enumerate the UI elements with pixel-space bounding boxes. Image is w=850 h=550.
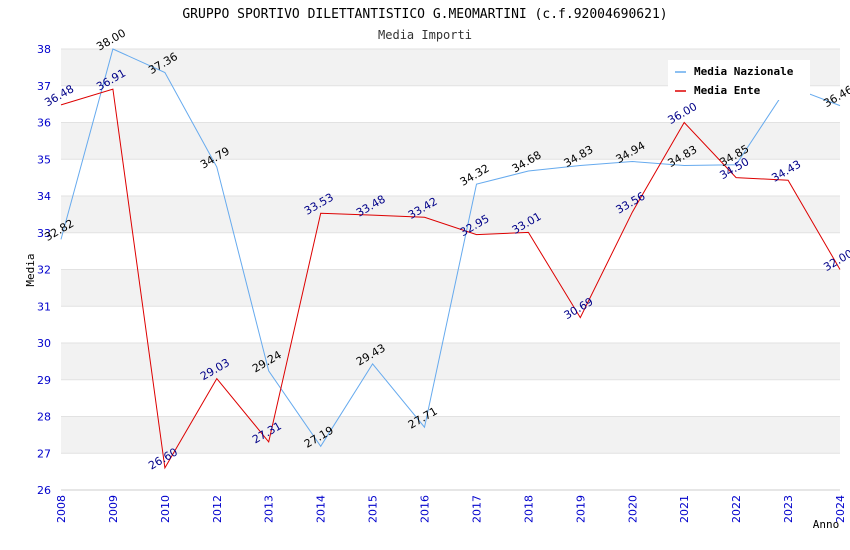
x-tick-label: 2018 [522,495,535,523]
x-tick-label: 2009 [107,495,120,523]
grid-band [61,269,840,307]
y-axis-label: Media [24,253,37,286]
x-tick-label: 2024 [834,495,847,523]
x-tick-label: 2008 [55,495,68,523]
x-tick-label: 2014 [315,495,328,523]
series-line-nazionale [60,48,841,448]
grid-band [61,196,840,233]
grid-band [61,379,840,417]
x-axis-label: Anno [813,518,840,531]
x-tick-label: 2012 [211,495,224,523]
grid-band [61,232,840,270]
y-tick-label: 33 [37,227,51,240]
x-tick-label: 2016 [419,495,432,523]
y-axis-ticks: 26 27 28 29 30 31 32 33 34 35 36 37 38 [37,43,51,497]
x-tick-label: 2020 [626,495,639,523]
chart-subtitle: Media Importi [378,28,472,42]
grid-band [61,453,840,490]
y-tick-label: 30 [37,337,51,350]
y-tick-label: 36 [37,117,51,130]
legend: Media Nazionale Media Ente [668,60,810,100]
y-tick-label: 35 [37,153,51,166]
grid-band [61,306,840,343]
x-tick-label: 2019 [574,495,587,523]
x-tick-label: 2017 [470,495,483,523]
x-tick-label: 2021 [678,495,691,523]
x-tick-label: 2010 [159,495,172,523]
series-line-ente [60,88,841,470]
y-tick-label: 34 [37,190,51,203]
x-tick-label: 2015 [367,495,380,523]
chart-title: GRUPPO SPORTIVO DILETTANTISTICO G.MEOMAR… [182,7,667,22]
legend-box [668,60,810,100]
legend-label-ente: Media Ente [694,84,761,97]
y-tick-label: 37 [37,80,51,93]
grid-band [61,122,840,160]
legend-label-nazionale: Media Nazionale [694,65,794,78]
y-tick-label: 27 [37,447,51,460]
x-tick-label: 2013 [263,495,276,523]
y-tick-label: 26 [37,484,51,497]
grid-bands [61,48,840,491]
y-tick-label: 29 [37,374,51,387]
x-tick-label: 2022 [730,495,743,523]
grid-band [61,343,840,380]
y-tick-label: 31 [37,300,51,313]
grid-band [61,416,840,454]
y-tick-label: 28 [37,411,51,424]
y-tick-label: 38 [37,43,51,56]
x-tick-label: 2023 [782,495,795,523]
x-axis-ticks: 2008 2009 2010 2012 2013 2014 2015 2016 2017 2018… [55,495,847,523]
y-tick-label: 32 [37,264,51,277]
series-lines [60,48,841,470]
